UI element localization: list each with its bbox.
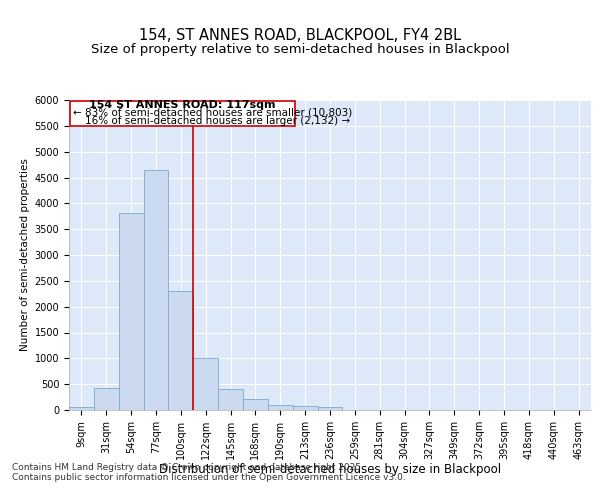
Text: Contains HM Land Registry data © Crown copyright and database right 2025.
Contai: Contains HM Land Registry data © Crown c… (12, 463, 406, 482)
Bar (317, 406, 343, 410)
FancyBboxPatch shape (70, 100, 295, 126)
Bar (293, 406, 317, 410)
X-axis label: Distribution of semi-detached houses by size in Blackpool: Distribution of semi-detached houses by … (159, 464, 501, 476)
Text: 154, ST ANNES ROAD, BLACKPOOL, FY4 2BL: 154, ST ANNES ROAD, BLACKPOOL, FY4 2BL (139, 28, 461, 42)
Bar (94, 388, 119, 410)
Text: 16% of semi-detached houses are larger (2,132) →: 16% of semi-detached houses are larger (… (85, 116, 350, 126)
Text: 154 ST ANNES ROAD: 117sqm: 154 ST ANNES ROAD: 117sqm (89, 100, 276, 110)
Y-axis label: Number of semi-detached properties: Number of semi-detached properties (20, 158, 31, 352)
Bar (169, 291, 193, 410)
Bar (69, 408, 94, 410)
Bar (193, 358, 218, 410)
Bar (268, 405, 293, 410)
Bar (119, 212, 143, 410)
Bar (143, 170, 169, 410)
Bar (218, 389, 243, 410)
Text: Size of property relative to semi-detached houses in Blackpool: Size of property relative to semi-detach… (91, 42, 509, 56)
Text: ← 83% of semi-detached houses are smaller (10,803): ← 83% of semi-detached houses are smalle… (73, 108, 352, 118)
Bar (243, 399, 268, 410)
